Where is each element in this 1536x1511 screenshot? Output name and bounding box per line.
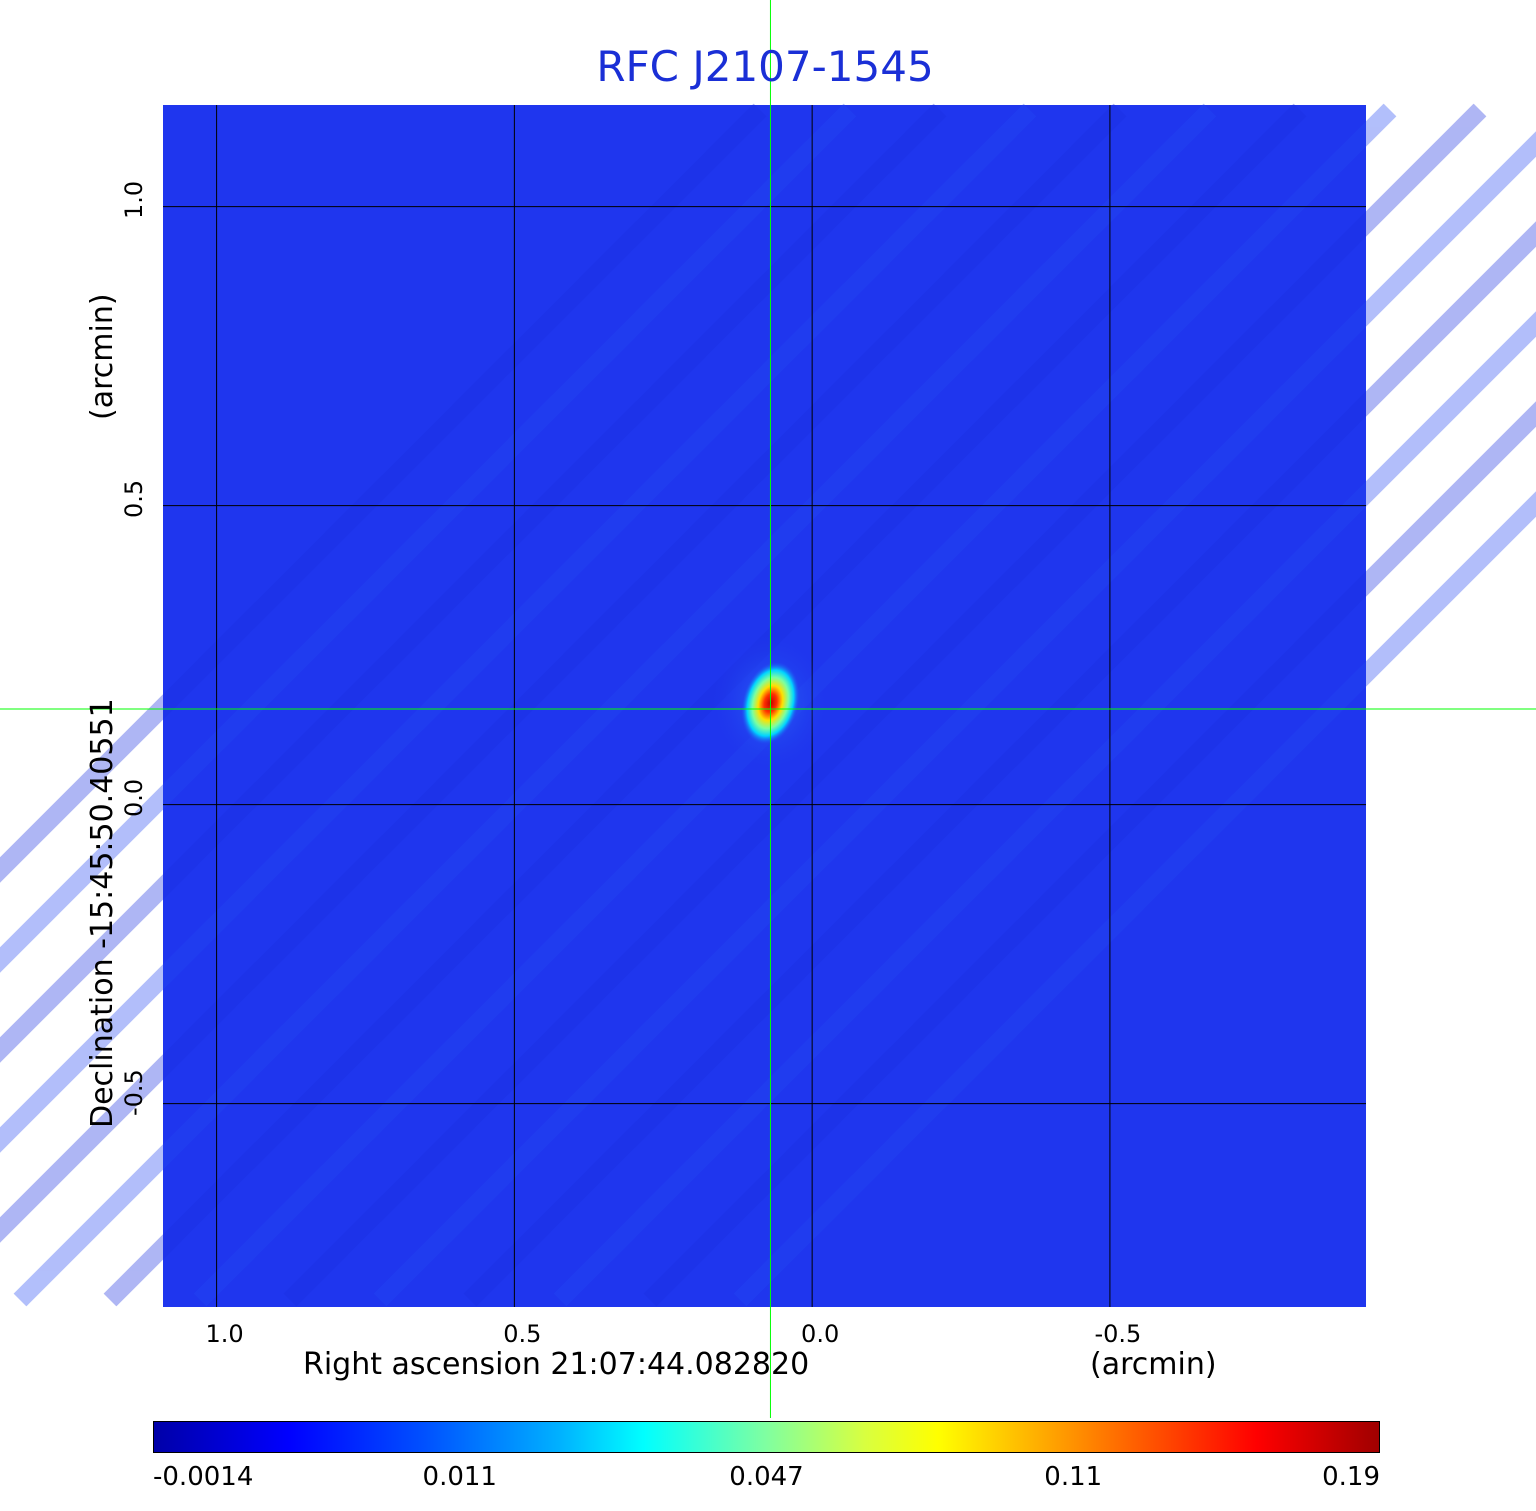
chart-title: RFC J2107-1545 (596, 42, 934, 91)
sidelobe-stripe (0, 110, 850, 1300)
x-tick-label: 1.0 (205, 1320, 244, 1348)
sidelobe-stripe (290, 110, 1480, 1300)
sidelobe-stripe (560, 110, 1536, 1300)
sidelobe-stripe (0, 110, 760, 1300)
y-tick-label: 0.5 (120, 479, 148, 518)
sidelobe-stripe (740, 110, 1536, 1300)
colorbar-tick-label: 0.11 (1044, 1462, 1103, 1492)
sidelobe-stripe (650, 110, 1536, 1300)
y-axis-label: Declination -15:45:50.40551 (85, 698, 120, 1128)
colorbar-tick-label: -0.0014 (153, 1462, 254, 1492)
x-tick-label: 0.0 (801, 1320, 840, 1348)
y-tick-label: 0.0 (120, 778, 148, 817)
y-tick-label: -0.5 (120, 1068, 148, 1116)
sidelobe-stripe (20, 110, 1210, 1300)
sidelobe-stripe (0, 110, 940, 1300)
x-tick-label: 0.5 (503, 1320, 542, 1348)
sidelobe-stripe (0, 110, 1030, 1300)
colorbar-tick-label: 0.011 (422, 1462, 497, 1492)
x-tick-label: -0.5 (1094, 1320, 1142, 1348)
sidelobe-stripe (380, 110, 1536, 1300)
sidelobe-stripe (470, 110, 1536, 1300)
colorbar (153, 1421, 1380, 1453)
x-axis-unit: (arcmin) (1090, 1347, 1217, 1382)
x-axis-label: Right ascension 21:07:44.082820 (303, 1347, 810, 1382)
sidelobe-stripe (110, 110, 1300, 1300)
y-axis-unit: (arcmin) (85, 293, 120, 420)
sidelobe-stripe (0, 110, 1120, 1300)
colorbar-tick-label: 0.047 (729, 1462, 804, 1492)
y-tick-label: 1.0 (120, 180, 148, 219)
colorbar-tick-label: 0.19 (1322, 1462, 1380, 1492)
sidelobe-stripes (0, 110, 1536, 1300)
